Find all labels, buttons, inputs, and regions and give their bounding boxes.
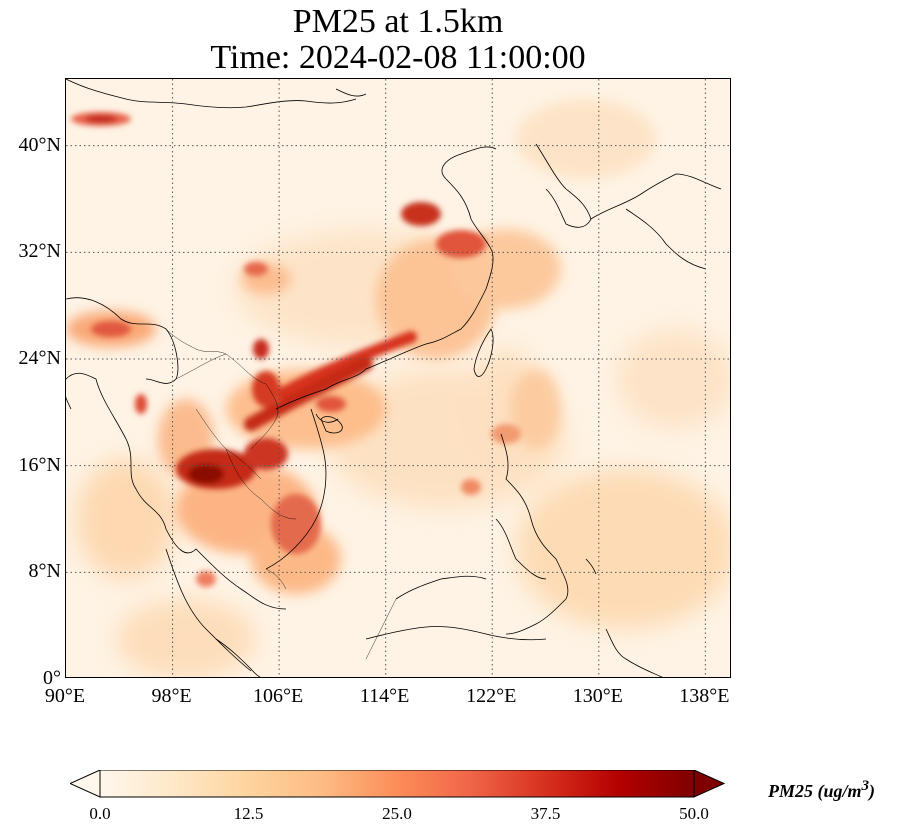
latitude-tick-label: 0°	[43, 667, 61, 689]
longitude-tick-label: 106°E	[253, 685, 304, 707]
latitude-tick-label: 16°N	[18, 453, 61, 476]
colorbar-label: PM25 (ug/m3)	[768, 778, 876, 801]
colorbar-graphic	[68, 769, 726, 798]
latitude-tick-label: 8°N	[28, 560, 61, 583]
colorbar-tick-label: 0.0	[89, 804, 111, 823]
longitude-tick-label: 130°E	[572, 685, 623, 707]
longitude-tick-label: 138°E	[679, 685, 730, 707]
graticule	[66, 79, 730, 677]
colorbar-tick-label: 50.0	[679, 804, 709, 823]
colorbar-tick-label: 25.0	[382, 804, 412, 823]
latitude-tick-label: 40°N	[18, 133, 61, 156]
map-title: PM25 at 1.5km Time: 2024-02-08 11:00:00	[65, 4, 731, 76]
latitude-tick-label: 32°N	[18, 240, 61, 263]
title-line-1: PM25 at 1.5km	[292, 3, 504, 40]
colorbar-min-extend	[68, 769, 101, 798]
latitude-tick-label: 24°N	[18, 347, 61, 369]
colorbar	[68, 769, 726, 800]
country-borders	[165, 328, 397, 660]
longitude-tick-label: 90°E	[44, 685, 86, 707]
colorbar-tick-label: 37.5	[530, 804, 561, 823]
pm25-map	[66, 79, 730, 677]
pm25-high-field	[71, 112, 521, 587]
colorbar-max-extend	[693, 769, 726, 798]
coastlines	[66, 79, 722, 677]
colorbar-ramp	[99, 769, 695, 798]
longitude-tick-label: 122°E	[466, 685, 517, 707]
map-panel	[65, 78, 731, 678]
longitude-tick-label: 98°E	[151, 685, 192, 707]
longitude-tick-label: 114°E	[359, 685, 410, 707]
title-line-2: Time: 2024-02-08 11:00:00	[210, 39, 586, 76]
colorbar-tick-label: 12.5	[233, 804, 264, 823]
